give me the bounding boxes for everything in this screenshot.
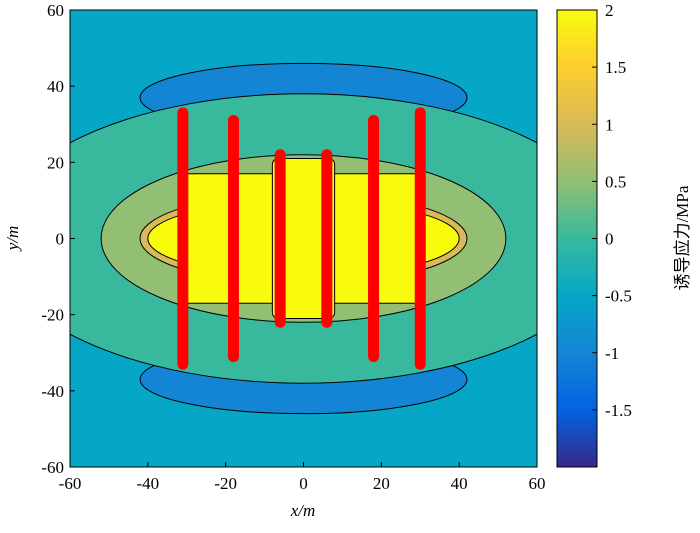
- y-tick-label: 40: [47, 77, 64, 96]
- colorbar-tick-label: 1: [605, 115, 614, 134]
- colorbar: [556, 9, 598, 468]
- colorbar-tick-label: -0.5: [605, 287, 632, 306]
- x-tick-label: -40: [136, 474, 159, 493]
- colorbar-tick-label: -1.5: [605, 401, 632, 420]
- colorbar-tick-label: 1.5: [605, 58, 626, 77]
- colorbar-tick-label: 0.5: [605, 172, 626, 191]
- colorbar-tick-label: 2: [605, 1, 614, 20]
- x-tick-label: -60: [59, 474, 82, 493]
- colorbar-label: 诱导应力/MPa: [673, 185, 692, 290]
- x-tick-label: 60: [529, 474, 546, 493]
- y-axis-label: y/m: [3, 226, 22, 253]
- colorbar-tick-label: -1: [605, 344, 619, 363]
- contour-region: [271, 158, 336, 319]
- y-tick-label: 0: [56, 230, 65, 249]
- x-tick-label: 40: [451, 474, 468, 493]
- x-tick-label: 20: [373, 474, 390, 493]
- y-tick-label: 60: [47, 1, 64, 20]
- x-tick-label: -20: [214, 474, 237, 493]
- y-tick-label: -20: [41, 306, 64, 325]
- colorbar-tick-label: 0: [605, 230, 614, 249]
- plot-area: [70, 10, 537, 467]
- x-tick-label: 0: [299, 474, 308, 493]
- y-tick-label: -40: [41, 382, 64, 401]
- x-axis-label: x/m: [290, 501, 316, 520]
- y-tick-label: 20: [47, 153, 64, 172]
- y-tick-label: -60: [41, 458, 64, 477]
